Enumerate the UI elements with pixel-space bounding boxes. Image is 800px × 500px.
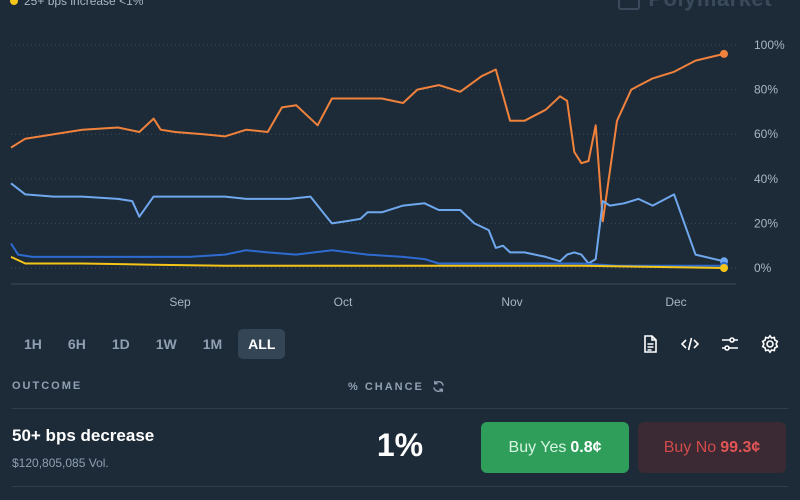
y-tick-label: 80% (754, 83, 778, 97)
document-icon[interactable] (640, 334, 660, 354)
series-end-point (720, 264, 728, 272)
embed-code-icon[interactable] (680, 334, 700, 354)
table-divider (12, 486, 788, 487)
timeframe-6h[interactable]: 6H (67, 336, 86, 352)
timeframe-1d[interactable]: 1D (111, 336, 130, 352)
polymarket-watermark: Polymarket (618, 0, 772, 12)
refresh-icon[interactable] (432, 380, 445, 393)
series-line (10, 52, 725, 223)
timeframe-all[interactable]: ALL (238, 329, 286, 359)
y-tick-label: 100% (754, 38, 785, 52)
chance-column-header[interactable]: % CHANCE (348, 380, 445, 393)
polymarket-logo-icon (618, 0, 641, 10)
timeframe-1m[interactable]: 1M (202, 336, 223, 352)
series-line (10, 182, 725, 265)
x-tick-label: Nov (501, 295, 522, 309)
price-history-chart: 100% 80% 60% 40% 20% 0% Sep Oct Nov Dec (10, 38, 785, 309)
chart-tools (640, 334, 780, 354)
y-tick-label: 60% (754, 127, 778, 141)
buy-yes-price: 0.8¢ (570, 438, 602, 456)
buy-no-price: 99.3¢ (720, 438, 761, 456)
buy-yes-button[interactable]: Buy Yes 0.8¢ (481, 422, 629, 473)
series-line (10, 255, 725, 269)
legend-label: 25+ bps increase <1% (24, 0, 144, 8)
settings-gear-icon[interactable] (760, 334, 780, 354)
timeframe-1h[interactable]: 1H (24, 336, 42, 352)
y-tick-label: 0% (754, 261, 772, 275)
timeframe-1w[interactable]: 1W (155, 336, 177, 352)
x-tick-label: Dec (665, 295, 686, 309)
sliders-icon[interactable] (720, 334, 740, 354)
table-divider (12, 408, 788, 409)
brand-name: Polymarket (648, 0, 772, 12)
outcome-name: 50+ bps decrease (12, 426, 155, 445)
x-tick-label: Oct (334, 295, 353, 309)
y-tick-label: 20% (754, 216, 778, 230)
buy-no-button[interactable]: Buy No 99.3¢ (638, 422, 786, 473)
series-line (10, 242, 724, 267)
timeframe-selector: 1H 6H 1D 1W 1M ALL (14, 329, 286, 359)
chart-legend: 25+ bps increase <1% (10, 0, 143, 8)
chance-column-label: % CHANCE (348, 380, 424, 393)
legend-dot-icon (10, 0, 18, 5)
buy-no-label: Buy No (663, 438, 717, 456)
outcome-volume: $120,805,085 Vol. (12, 456, 109, 470)
series-end-point (720, 49, 728, 58)
y-tick-label: 40% (754, 172, 778, 186)
buy-yes-label: Buy Yes (508, 438, 567, 456)
x-tick-label: Sep (169, 295, 191, 309)
outcome-column-header: OUTCOME (12, 380, 83, 392)
outcome-chance: 1% (376, 427, 424, 463)
